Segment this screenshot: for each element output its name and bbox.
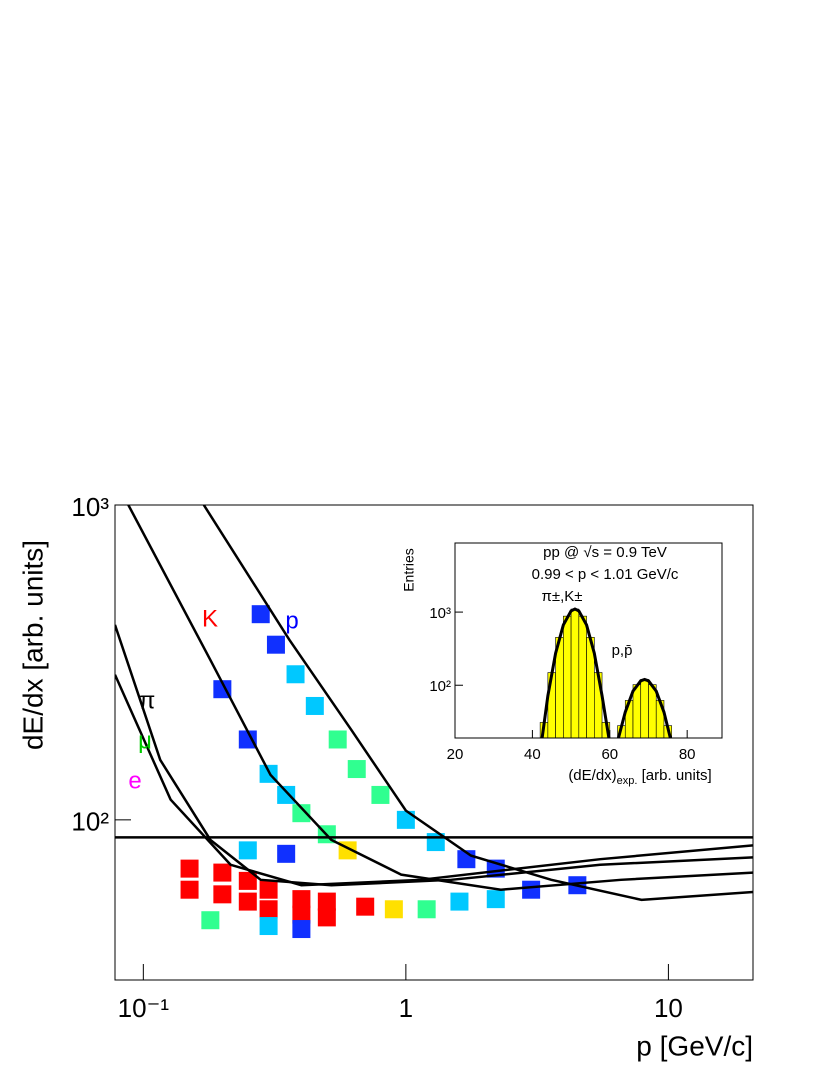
heat-cell bbox=[266, 635, 285, 654]
heat-cell bbox=[328, 730, 347, 749]
heat-cell bbox=[347, 760, 366, 779]
heat-cell bbox=[201, 911, 220, 930]
heat-cell bbox=[305, 696, 324, 715]
curve bbox=[115, 624, 753, 887]
inset-y-label: Entries bbox=[401, 548, 417, 592]
heat-cell bbox=[450, 892, 469, 911]
heat-cell bbox=[180, 859, 199, 878]
inset-frame bbox=[454, 542, 723, 739]
inset-x-label-main: (dE/dx) bbox=[568, 767, 616, 784]
heat-cell bbox=[317, 908, 336, 927]
heat-cell bbox=[259, 880, 278, 899]
heat-cell bbox=[292, 890, 311, 909]
inset-x-label-rest: [arb. units] bbox=[637, 767, 711, 784]
heat-cell bbox=[213, 863, 232, 882]
heat-cell bbox=[238, 892, 257, 911]
inset-annotation: 0.99 < p < 1.01 GeV/c bbox=[532, 566, 679, 583]
x-tick-label: 1 bbox=[399, 993, 413, 1023]
inset-x-label-sub: exp. bbox=[617, 775, 638, 787]
heat-cell bbox=[317, 892, 336, 911]
particle-label: μ bbox=[138, 727, 152, 754]
heat-cell bbox=[180, 880, 199, 899]
heat-cell bbox=[286, 665, 305, 684]
curve bbox=[115, 674, 753, 887]
inset-x-tick-label: 60 bbox=[601, 746, 618, 763]
heat-cell bbox=[292, 920, 311, 939]
heat-cell bbox=[417, 900, 436, 919]
inset-x-tick-label: 20 bbox=[447, 746, 464, 763]
hist-bar bbox=[570, 608, 580, 738]
inset-annotation: π±,K± bbox=[542, 588, 583, 605]
hist-bar bbox=[578, 615, 587, 738]
x-tick-label: 10 bbox=[654, 993, 683, 1023]
inset-x-tick-label: 40 bbox=[524, 746, 541, 763]
y-axis-label: dE/dx [arb. units] bbox=[17, 540, 48, 750]
heat-cell bbox=[238, 730, 257, 749]
hist-bar bbox=[648, 684, 657, 738]
inset-plot-area bbox=[539, 607, 688, 738]
heat-cell bbox=[371, 785, 390, 804]
x-axis-label: p [GeV/c] bbox=[636, 1030, 753, 1061]
particle-label: K bbox=[202, 605, 218, 632]
particle-label: π bbox=[139, 687, 156, 714]
x-tick-label: 10⁻¹ bbox=[118, 993, 170, 1023]
heat-cell bbox=[251, 605, 270, 624]
heat-cell bbox=[384, 900, 403, 919]
inset-annotation: pp @ √s = 0.9 TeV bbox=[543, 544, 667, 561]
main-plot-area bbox=[115, 505, 753, 939]
hist-bar bbox=[632, 684, 642, 738]
hist-bar bbox=[563, 615, 572, 738]
heat-cell bbox=[259, 900, 278, 919]
inset-annotation: p,p̄ bbox=[612, 642, 633, 659]
particle-label: p bbox=[285, 607, 298, 634]
heat-cell bbox=[259, 917, 278, 936]
main-frame bbox=[114, 504, 754, 981]
heat-cell bbox=[277, 785, 296, 804]
heat-cell bbox=[356, 897, 375, 916]
y-tick-label: 10³ bbox=[71, 492, 109, 522]
inset-x-label: (dE/dx)exp. [arb. units] bbox=[568, 767, 711, 787]
heat-cell bbox=[522, 880, 541, 899]
fit-curve bbox=[540, 607, 672, 738]
heat-cell bbox=[292, 804, 311, 823]
heat-cell bbox=[238, 871, 257, 890]
heat-cell bbox=[238, 841, 257, 860]
y-tick-label: 10² bbox=[71, 807, 109, 837]
heat-cell bbox=[277, 844, 296, 863]
inset-x-tick-label: 80 bbox=[679, 746, 696, 763]
heat-cell bbox=[396, 810, 415, 829]
heat-cell bbox=[292, 905, 311, 924]
curve bbox=[202, 505, 753, 902]
curve bbox=[127, 505, 753, 891]
inset-y-tick-label: 10² bbox=[429, 678, 451, 695]
hist-bar bbox=[640, 679, 649, 738]
heat-cell bbox=[213, 885, 232, 904]
inset-y-tick-label: 10³ bbox=[429, 605, 451, 622]
heat-cell bbox=[486, 890, 505, 909]
particle-label: e bbox=[128, 767, 141, 794]
